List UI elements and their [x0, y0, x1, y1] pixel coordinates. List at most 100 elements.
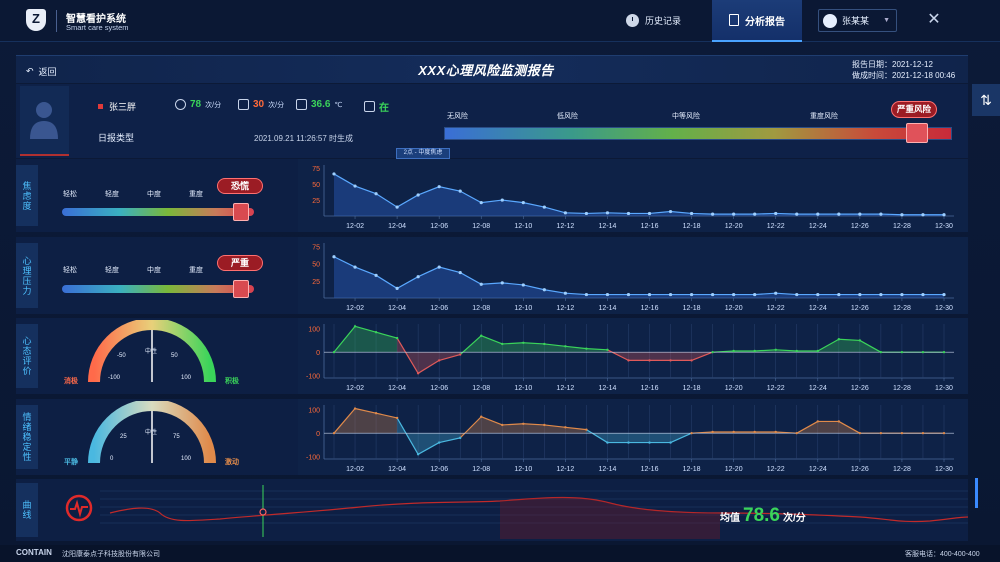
divider: [56, 10, 57, 32]
risk-thumb[interactable]: [906, 123, 928, 143]
series-area: [565, 346, 587, 353]
x-tick-label: 12-14: [598, 466, 616, 473]
risk-bar: [444, 127, 952, 140]
data-point: [774, 430, 777, 434]
data-point: [374, 192, 378, 196]
series-segment: [502, 342, 524, 345]
data-point: [416, 193, 420, 197]
data-point: [795, 349, 798, 353]
stability-right-label: 激动: [225, 459, 239, 466]
risk-level-medium: 中等风险: [672, 113, 700, 120]
data-point: [374, 412, 378, 415]
x-tick-label: 12-08: [472, 305, 490, 312]
data-point: [564, 426, 567, 429]
series-segment: [396, 337, 419, 374]
mood-chart: 100 0 -100 12-02 12-04 12-06 12-08 12-10 12-12 12…: [306, 324, 954, 392]
series-segment: [333, 408, 356, 434]
x-tick-label: 12-28: [893, 385, 911, 392]
data-point: [669, 441, 672, 444]
series-line: [333, 256, 944, 296]
data-point: [563, 291, 567, 295]
data-point: [584, 211, 589, 216]
series-segment: [396, 417, 419, 455]
x-tick-label: 12-30: [935, 223, 953, 230]
data-point: [711, 212, 715, 216]
x-tick-label: 12-22: [767, 223, 785, 230]
y-tick-label: -100: [306, 374, 320, 381]
data-point: [585, 347, 588, 350]
data-point: [479, 282, 483, 286]
document-icon: [729, 14, 739, 26]
data-point: [837, 212, 841, 216]
level-label: 轻度: [105, 191, 119, 198]
report-dates: 报告日期：2021-12-12 做成时间：2021-12-18 00:46: [852, 59, 955, 81]
stability-tick: 0: [110, 456, 114, 462]
data-point: [837, 292, 841, 297]
temperature-value: 36.6: [311, 99, 331, 110]
data-point: [795, 212, 799, 216]
x-tick-label: 12-28: [893, 305, 911, 312]
series-area: [418, 352, 440, 374]
close-icon[interactable]: ✕: [927, 11, 941, 28]
breath-rate-stat: 30 次/分: [238, 99, 284, 110]
data-point: [459, 353, 462, 356]
series-area: [628, 352, 650, 361]
data-point: [437, 185, 441, 189]
series-segment: [481, 416, 503, 426]
user-menu[interactable]: 张某某 ▼: [818, 9, 897, 32]
data-point: [942, 431, 946, 435]
app-title: 智慧看护系统: [66, 14, 126, 25]
x-tick-label: 12-10: [514, 466, 532, 473]
series-segment: [417, 359, 440, 374]
data-point: [605, 292, 610, 297]
data-point: [647, 292, 652, 297]
data-point: [858, 212, 862, 216]
page-title: XXX心理风险监测报告: [418, 63, 554, 78]
tab-analysis-label: 分析报告: [745, 16, 785, 28]
series-segment: [439, 437, 461, 444]
history-button[interactable]: 历史记录: [626, 11, 681, 29]
mood-center-label: 中性: [145, 349, 158, 355]
back-button[interactable]: ↶ 返回: [26, 65, 57, 78]
side-toggle-button[interactable]: ⇅: [972, 84, 1000, 116]
breath-icon: [238, 99, 249, 110]
series-area: [607, 433, 629, 443]
series-area: [439, 433, 461, 443]
x-tick-label: 12-18: [683, 305, 701, 312]
x-tick-label: 12-22: [767, 466, 785, 473]
patient-panel: [16, 84, 968, 158]
risk-level-none: 无风险: [447, 113, 468, 120]
x-tick-label: 12-02: [346, 385, 364, 392]
data-point: [879, 212, 883, 216]
curve-average: 均值 78.6 次/分: [720, 505, 806, 527]
stability-center-label: 中性: [145, 430, 158, 436]
data-point: [543, 423, 546, 427]
data-point: [753, 430, 756, 434]
series-segment: [459, 335, 482, 355]
avg-unit: 次/分: [782, 513, 806, 524]
x-tick-label: 12-20: [725, 385, 743, 392]
heart-rate-value: 78: [190, 99, 202, 110]
data-point: [395, 336, 399, 340]
risk-level-severe: 重度风险: [810, 113, 838, 120]
data-point: [437, 359, 441, 362]
data-point: [606, 348, 609, 352]
series-segment: [838, 420, 861, 434]
curve-scrollbar[interactable]: [975, 478, 978, 508]
x-tick-label: 12-24: [809, 385, 827, 392]
anxiety-slider-thumb[interactable]: [233, 203, 249, 221]
tab-analysis-report[interactable]: 分析报告: [712, 0, 802, 42]
x-tick-label: 12-26: [851, 466, 869, 473]
mood-tick: 50: [171, 353, 178, 359]
data-point: [500, 198, 504, 202]
data-point: [353, 325, 357, 328]
stress-slider-thumb[interactable]: [233, 280, 249, 298]
x-tick-label: 12-12: [556, 305, 574, 312]
stability-chart: 100 0 -100 12-02 12-04 12-06 12-08 12-10 12-12 12…: [306, 405, 954, 473]
y-tick-label: 25: [312, 198, 320, 205]
stress-tag: 严重: [217, 255, 263, 271]
x-tick-label: 12-26: [851, 223, 869, 230]
data-point: [353, 407, 357, 410]
risk-badge: 严重风险: [891, 101, 937, 118]
data-point: [732, 349, 735, 353]
